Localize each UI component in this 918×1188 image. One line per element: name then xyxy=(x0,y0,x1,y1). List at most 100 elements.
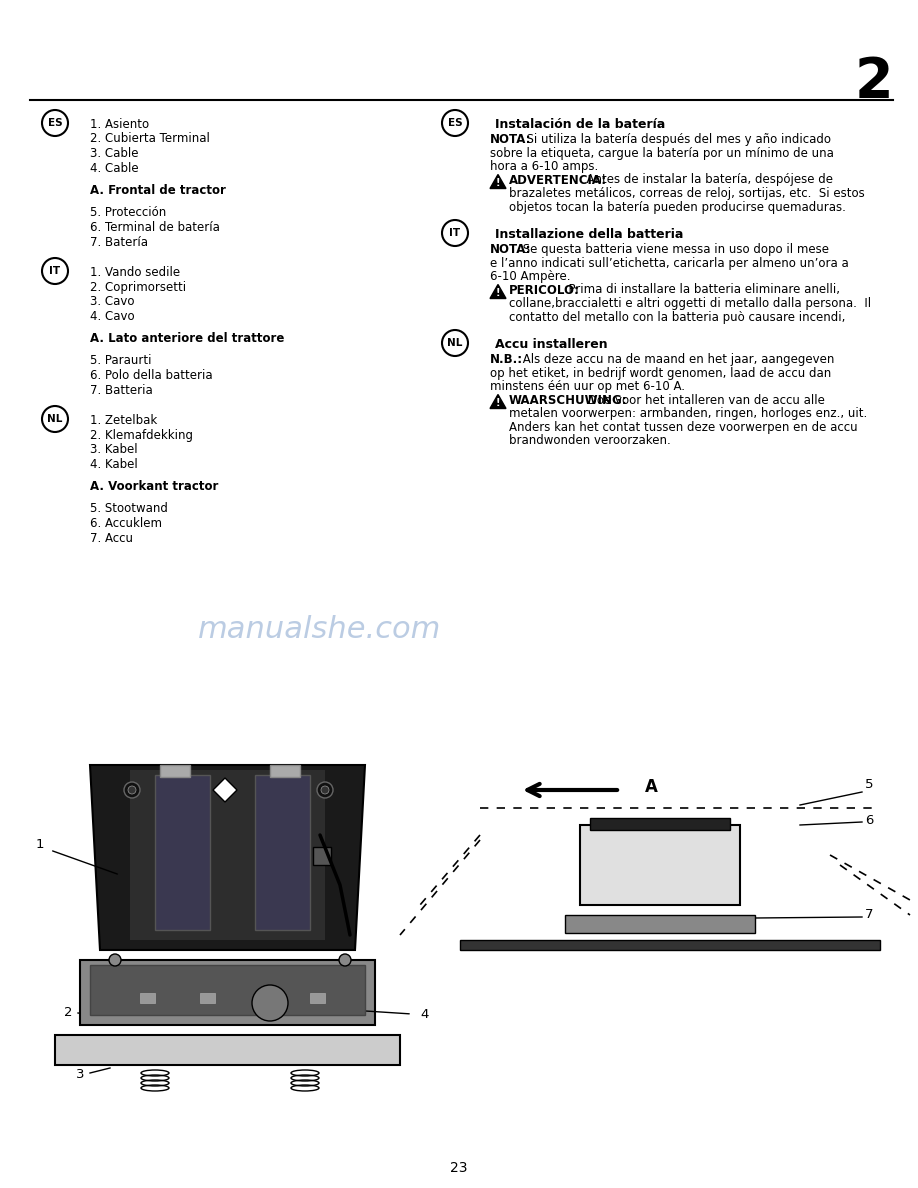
Circle shape xyxy=(317,782,333,798)
Text: 2. Klemafdekking: 2. Klemafdekking xyxy=(90,429,193,442)
Circle shape xyxy=(321,786,329,794)
Text: WAARSCHUWING:: WAARSCHUWING: xyxy=(509,393,628,406)
Circle shape xyxy=(442,220,468,246)
Circle shape xyxy=(42,110,68,135)
Bar xyxy=(460,940,880,950)
Bar xyxy=(160,765,190,777)
Text: metalen voorwerpen: armbanden, ringen, horloges enz., uit.: metalen voorwerpen: armbanden, ringen, h… xyxy=(509,407,868,421)
Text: A: A xyxy=(645,778,658,796)
Text: objetos tocan la batería pueden producirse quemaduras.: objetos tocan la batería pueden producir… xyxy=(509,201,845,214)
Text: 7: 7 xyxy=(865,909,874,922)
Text: 2. Cubierta Terminal: 2. Cubierta Terminal xyxy=(90,133,210,145)
Bar xyxy=(200,993,215,1003)
Text: 5. Protección: 5. Protección xyxy=(90,207,166,220)
Text: sobre la etiqueta, cargue la batería por un mínimo de una: sobre la etiqueta, cargue la batería por… xyxy=(490,146,834,159)
Bar xyxy=(313,847,331,865)
Text: ES: ES xyxy=(48,118,62,128)
Bar xyxy=(55,1035,400,1064)
Text: brandwonden veroorzaken.: brandwonden veroorzaken. xyxy=(509,434,671,447)
Bar xyxy=(565,915,755,933)
Text: !: ! xyxy=(496,178,500,188)
Text: Se questa batteria viene messa in uso dopo il mese: Se questa batteria viene messa in uso do… xyxy=(519,244,829,255)
Text: 2. Coprimorsetti: 2. Coprimorsetti xyxy=(90,280,186,293)
Polygon shape xyxy=(490,394,506,409)
Text: 2: 2 xyxy=(855,55,893,109)
Text: 3: 3 xyxy=(76,1068,84,1081)
Text: 4: 4 xyxy=(420,1009,430,1022)
Text: NOTA:: NOTA: xyxy=(490,244,532,255)
Text: 5. Paraurti: 5. Paraurti xyxy=(90,354,151,367)
Text: NL: NL xyxy=(48,413,62,424)
Bar xyxy=(580,824,740,905)
Text: 1. Zetelbak: 1. Zetelbak xyxy=(90,413,157,426)
Text: A. Voorkant tractor: A. Voorkant tractor xyxy=(90,480,218,493)
Polygon shape xyxy=(490,175,506,189)
Text: Instalación de la batería: Instalación de la batería xyxy=(495,118,666,131)
Text: A. Lato anteriore del trattore: A. Lato anteriore del trattore xyxy=(90,331,285,345)
Text: 6. Terminal de batería: 6. Terminal de batería xyxy=(90,221,220,234)
Bar xyxy=(140,993,155,1003)
Circle shape xyxy=(124,782,140,798)
Text: IT: IT xyxy=(450,228,461,238)
Text: PERICOLO:: PERICOLO: xyxy=(509,284,580,297)
Bar xyxy=(80,960,375,1025)
Text: !: ! xyxy=(496,289,500,298)
Text: Als deze accu na de maand en het jaar, aangegeven: Als deze accu na de maand en het jaar, a… xyxy=(519,353,834,366)
Text: hora a 6-10 amps.: hora a 6-10 amps. xyxy=(490,160,599,173)
Bar xyxy=(255,775,310,930)
Text: 6. Accuklem: 6. Accuklem xyxy=(90,517,162,530)
Text: 6: 6 xyxy=(865,814,873,827)
Text: !: ! xyxy=(496,398,500,409)
Text: NOTA:: NOTA: xyxy=(490,133,532,146)
Text: 5. Stootwand: 5. Stootwand xyxy=(90,503,168,516)
Text: 1. Vando sedile: 1. Vando sedile xyxy=(90,266,180,279)
Circle shape xyxy=(109,954,121,966)
Text: Si utiliza la batería después del mes y año indicado: Si utiliza la batería después del mes y … xyxy=(519,133,831,146)
Text: N.B.:: N.B.: xyxy=(490,353,523,366)
Text: 5: 5 xyxy=(865,778,874,791)
Text: Prima di installare la batteria eliminare anelli,: Prima di installare la batteria eliminar… xyxy=(561,284,840,297)
Circle shape xyxy=(339,954,351,966)
Polygon shape xyxy=(490,284,506,298)
Text: 7. Batería: 7. Batería xyxy=(90,235,148,248)
Bar xyxy=(310,993,325,1003)
Text: 23: 23 xyxy=(450,1161,468,1175)
Circle shape xyxy=(252,985,288,1020)
Circle shape xyxy=(42,406,68,432)
Bar xyxy=(590,819,730,830)
Text: 6. Polo della batteria: 6. Polo della batteria xyxy=(90,369,213,383)
Bar xyxy=(270,765,300,777)
Text: 6-10 Ampère.: 6-10 Ampère. xyxy=(490,270,570,283)
Text: 3. Kabel: 3. Kabel xyxy=(90,443,138,456)
Text: A. Frontal de tractor: A. Frontal de tractor xyxy=(90,184,226,197)
Bar xyxy=(90,965,365,1015)
Bar xyxy=(130,770,325,940)
Text: e l’anno indicati sull’etichetta, caricarla per almeno un’ora a: e l’anno indicati sull’etichetta, carica… xyxy=(490,257,849,270)
Circle shape xyxy=(442,330,468,356)
Text: 2: 2 xyxy=(63,1006,73,1019)
Circle shape xyxy=(42,258,68,284)
Text: contatto del metallo con la batteria può causare incendi,: contatto del metallo con la batteria può… xyxy=(509,310,845,323)
Circle shape xyxy=(442,110,468,135)
Text: 3. Cable: 3. Cable xyxy=(90,147,139,160)
Bar xyxy=(260,993,275,1003)
Text: brazaletes metálicos, correas de reloj, sortijas, etc.  Si estos: brazaletes metálicos, correas de reloj, … xyxy=(509,187,865,200)
Polygon shape xyxy=(213,778,237,802)
Text: ADVERTENCIA:: ADVERTENCIA: xyxy=(509,173,607,187)
Text: 4. Cable: 4. Cable xyxy=(90,162,139,175)
Text: minstens één uur op met 6-10 A.: minstens één uur op met 6-10 A. xyxy=(490,380,685,393)
Text: manualshe.com: manualshe.com xyxy=(198,615,442,645)
Text: 7. Accu: 7. Accu xyxy=(90,531,133,544)
Circle shape xyxy=(128,786,136,794)
Text: 4. Kabel: 4. Kabel xyxy=(90,457,138,470)
Text: Installazione della batteria: Installazione della batteria xyxy=(495,228,683,241)
Text: 1. Asiento: 1. Asiento xyxy=(90,118,149,131)
Text: Accu installeren: Accu installeren xyxy=(495,339,608,350)
Polygon shape xyxy=(90,765,365,950)
Text: op het etiket, in bedrijf wordt genomen, laad de accu dan: op het etiket, in bedrijf wordt genomen,… xyxy=(490,367,832,379)
Text: 7. Batteria: 7. Batteria xyxy=(90,384,152,397)
Text: ES: ES xyxy=(448,118,463,128)
Text: NL: NL xyxy=(447,339,463,348)
Text: Antes de instalar la batería, despójese de: Antes de instalar la batería, despójese … xyxy=(578,173,833,187)
Text: 4. Cavo: 4. Cavo xyxy=(90,310,135,322)
